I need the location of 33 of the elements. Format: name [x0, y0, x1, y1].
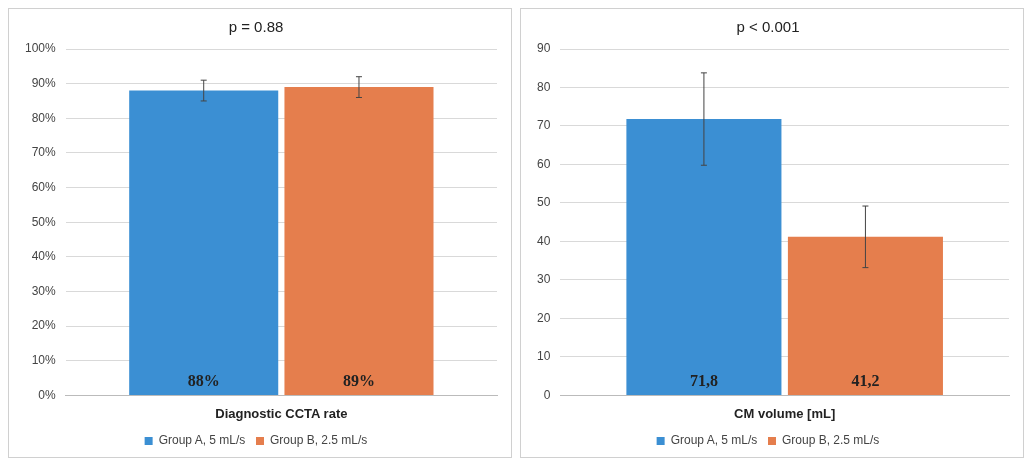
y-tick-label: 70	[536, 118, 551, 133]
y-tick-label: 40%	[31, 249, 57, 264]
legend-label: Group B, 2.5 mL/s	[270, 433, 368, 448]
y-tick-label: 80	[536, 79, 551, 94]
data-label: 89%	[342, 371, 375, 389]
legend-label: Group A, 5 mL/s	[158, 433, 246, 448]
chart-title: p = 0.88	[228, 18, 284, 36]
y-tick-label: 40	[536, 233, 551, 248]
y-tick-label: 10	[536, 349, 551, 364]
x-tick-label: Diagnostic CCTA rate	[215, 405, 348, 421]
y-tick-label: 20	[536, 310, 551, 325]
data-label: 71,8	[689, 371, 718, 389]
data-label: 88%	[187, 371, 220, 389]
y-tick-label: 60%	[31, 179, 57, 194]
y-tick-label: 10%	[31, 353, 57, 368]
data-label: 41,2	[851, 371, 880, 389]
y-tick-label: 30%	[31, 283, 57, 298]
y-tick-label: 90	[536, 41, 551, 56]
legend-label: Group B, 2.5 mL/s	[782, 433, 880, 448]
y-tick-label: 50%	[31, 214, 57, 229]
y-tick-label: 80%	[31, 110, 57, 125]
y-tick-label: 50	[536, 195, 551, 210]
x-tick-label: CM volume [mL]	[734, 405, 836, 421]
y-tick-label: 100%	[24, 41, 57, 56]
y-tick-label: 60	[536, 156, 551, 171]
y-tick-label: 0	[543, 387, 551, 402]
y-tick-label: 70%	[31, 145, 57, 160]
chart-title: p < 0.001	[736, 18, 800, 36]
y-tick-label: 90%	[31, 75, 57, 90]
y-tick-label: 30	[536, 272, 551, 287]
y-tick-label: 20%	[31, 318, 57, 333]
y-tick-label: 0%	[38, 387, 57, 402]
legend-label: Group A, 5 mL/s	[670, 433, 758, 448]
